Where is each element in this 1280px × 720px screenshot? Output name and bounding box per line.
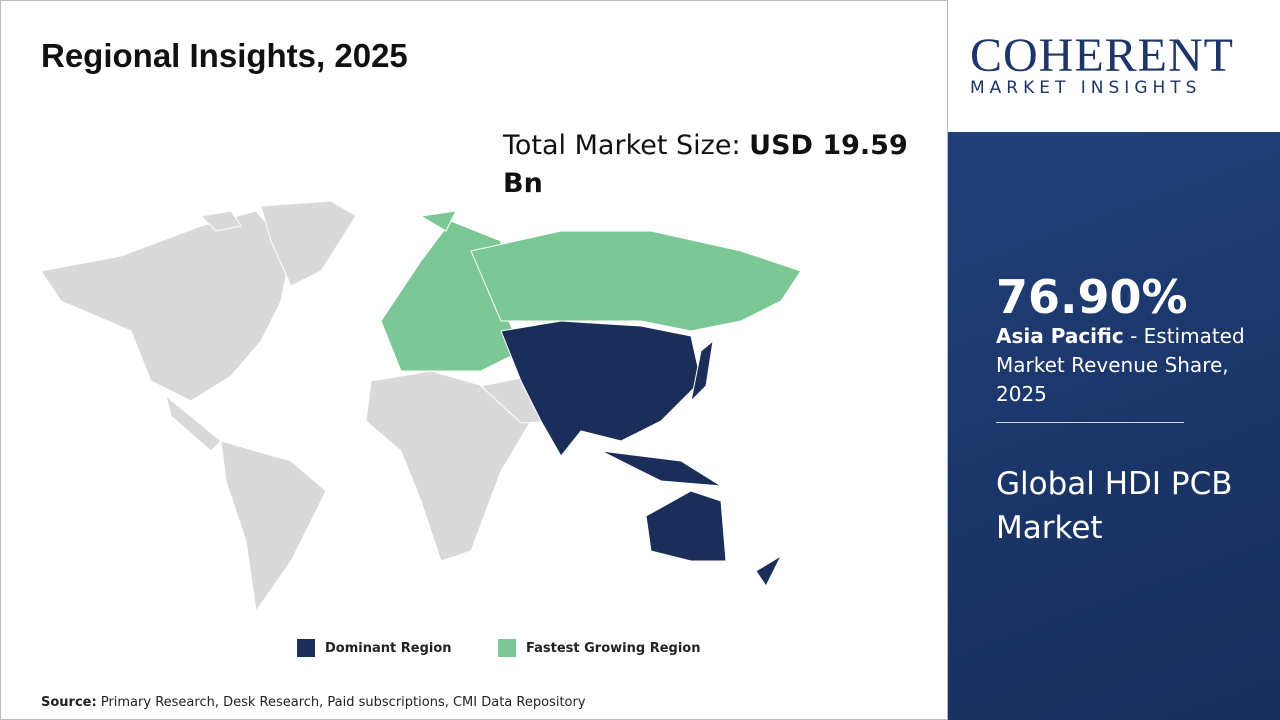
legend-swatch: [297, 639, 315, 657]
side-panel: COHERENT MARKET INSIGHTS 76.90% Asia Pac…: [948, 0, 1280, 720]
title: Regional Insights, 2025: [41, 37, 408, 74]
market-name: Global HDI PCB Market: [996, 466, 1233, 546]
legend-dominant: Dominant Region: [297, 639, 452, 657]
market-size: Total Market Size: USD 19.59 Bn: [503, 127, 923, 203]
logo-name: COHERENT: [970, 29, 1234, 82]
content-panel: Regional Insights, 2025 Total Market Siz…: [0, 0, 948, 720]
legend-label: Dominant Region: [325, 640, 452, 656]
logo-tagline: MARKET INSIGHTS: [970, 78, 1202, 98]
market-size-value: USD 19.59 Bn: [503, 130, 908, 199]
share-value: 76.90%: [996, 270, 1188, 324]
source: Source: Primary Research, Desk Research,…: [41, 695, 586, 710]
legend-label: Fastest Growing Region: [526, 640, 701, 656]
source-label: Source:: [41, 695, 97, 710]
market-size-label: Total Market Size:: [503, 130, 750, 161]
legend-swatch: [498, 639, 516, 657]
divider: [996, 422, 1184, 423]
highlight-panel: 76.90% Asia Pacific - Estimated Market R…: [948, 132, 1280, 720]
legend-fastest: Fastest Growing Region: [498, 639, 700, 657]
region-name: Asia Pacific: [996, 324, 1124, 348]
logo: COHERENT MARKET INSIGHTS: [948, 0, 1280, 132]
world-map: [40, 200, 802, 613]
share-description: Asia Pacific - Estimated Market Revenue …: [996, 322, 1246, 409]
source-text: Primary Research, Desk Research, Paid su…: [100, 695, 586, 710]
description-text: - Estimated Market Revenue Share, 2025: [996, 324, 1245, 406]
